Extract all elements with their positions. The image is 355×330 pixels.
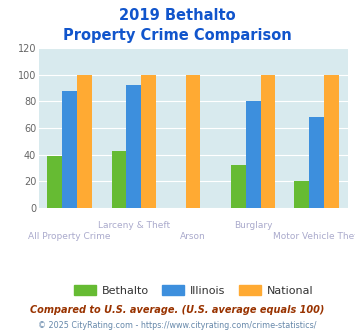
Bar — [246, 101, 261, 208]
Text: Arson: Arson — [180, 232, 206, 241]
Text: Motor Vehicle Theft: Motor Vehicle Theft — [273, 232, 355, 241]
Bar — [126, 85, 141, 208]
Bar — [231, 165, 246, 208]
Text: © 2025 CityRating.com - https://www.cityrating.com/crime-statistics/: © 2025 CityRating.com - https://www.city… — [38, 321, 317, 330]
Bar — [294, 181, 309, 208]
Text: Property Crime Comparison: Property Crime Comparison — [63, 28, 292, 43]
Text: All Property Crime: All Property Crime — [28, 232, 111, 241]
Text: 2019 Bethalto: 2019 Bethalto — [119, 8, 236, 23]
Bar — [62, 90, 77, 208]
Bar — [309, 117, 324, 208]
Bar — [141, 75, 156, 208]
Bar — [186, 75, 201, 208]
Bar — [261, 75, 275, 208]
Text: Compared to U.S. average. (U.S. average equals 100): Compared to U.S. average. (U.S. average … — [30, 305, 325, 315]
Bar — [111, 150, 126, 208]
Bar — [77, 75, 92, 208]
Legend: Bethalto, Illinois, National: Bethalto, Illinois, National — [70, 281, 317, 300]
Bar — [47, 156, 62, 208]
Text: Larceny & Theft: Larceny & Theft — [98, 221, 170, 230]
Bar — [324, 75, 339, 208]
Text: Burglary: Burglary — [234, 221, 272, 230]
